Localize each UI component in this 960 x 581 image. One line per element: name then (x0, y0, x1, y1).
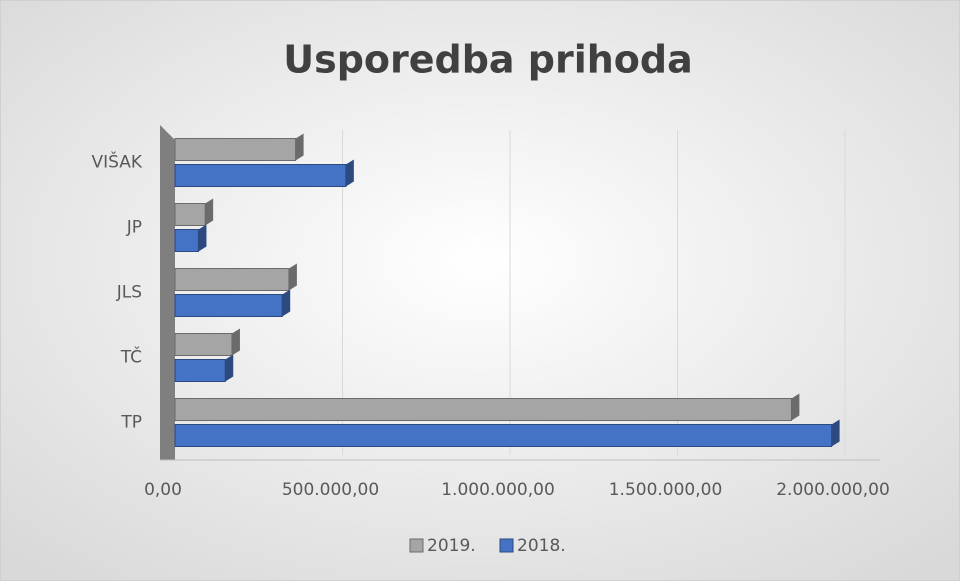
bar-side (198, 224, 207, 252)
bar-side (205, 198, 214, 226)
legend-label: 2019. (427, 536, 476, 556)
bar (174, 164, 347, 187)
bar (174, 333, 233, 356)
bar-side (225, 354, 234, 382)
y-tick-label: TČ (120, 346, 142, 368)
bar (174, 398, 792, 421)
bar-side (295, 133, 304, 161)
chart-title: Usporedba prihoda (283, 38, 693, 82)
x-tick-label: 2.000.000,00 (776, 480, 890, 500)
bar-side (831, 419, 840, 447)
bar-side (231, 328, 240, 356)
bar (174, 138, 297, 161)
axis-wall (160, 125, 175, 460)
y-tick-label: JLS (116, 283, 142, 303)
x-tick-label: 0,00 (144, 480, 182, 500)
y-tick-label: TP (120, 413, 142, 433)
y-tick-label: VIŠAK (91, 151, 142, 173)
x-tick-label: 1.500.000,00 (609, 480, 723, 500)
bar-side (288, 263, 297, 291)
bar-side (282, 289, 291, 317)
bar (174, 229, 199, 252)
bar (174, 203, 206, 226)
legend-swatch (499, 538, 514, 553)
x-tick-label: 500.000,00 (282, 480, 379, 500)
bar-side (791, 393, 800, 421)
bar (174, 268, 290, 291)
y-tick-label: JP (126, 218, 142, 238)
bar (174, 424, 833, 447)
legend-swatch (409, 538, 424, 553)
legend-label: 2018. (517, 536, 566, 556)
x-tick-label: 1.000.000,00 (441, 480, 555, 500)
bar (174, 294, 283, 317)
bar (174, 359, 226, 382)
bar-side (345, 159, 354, 187)
